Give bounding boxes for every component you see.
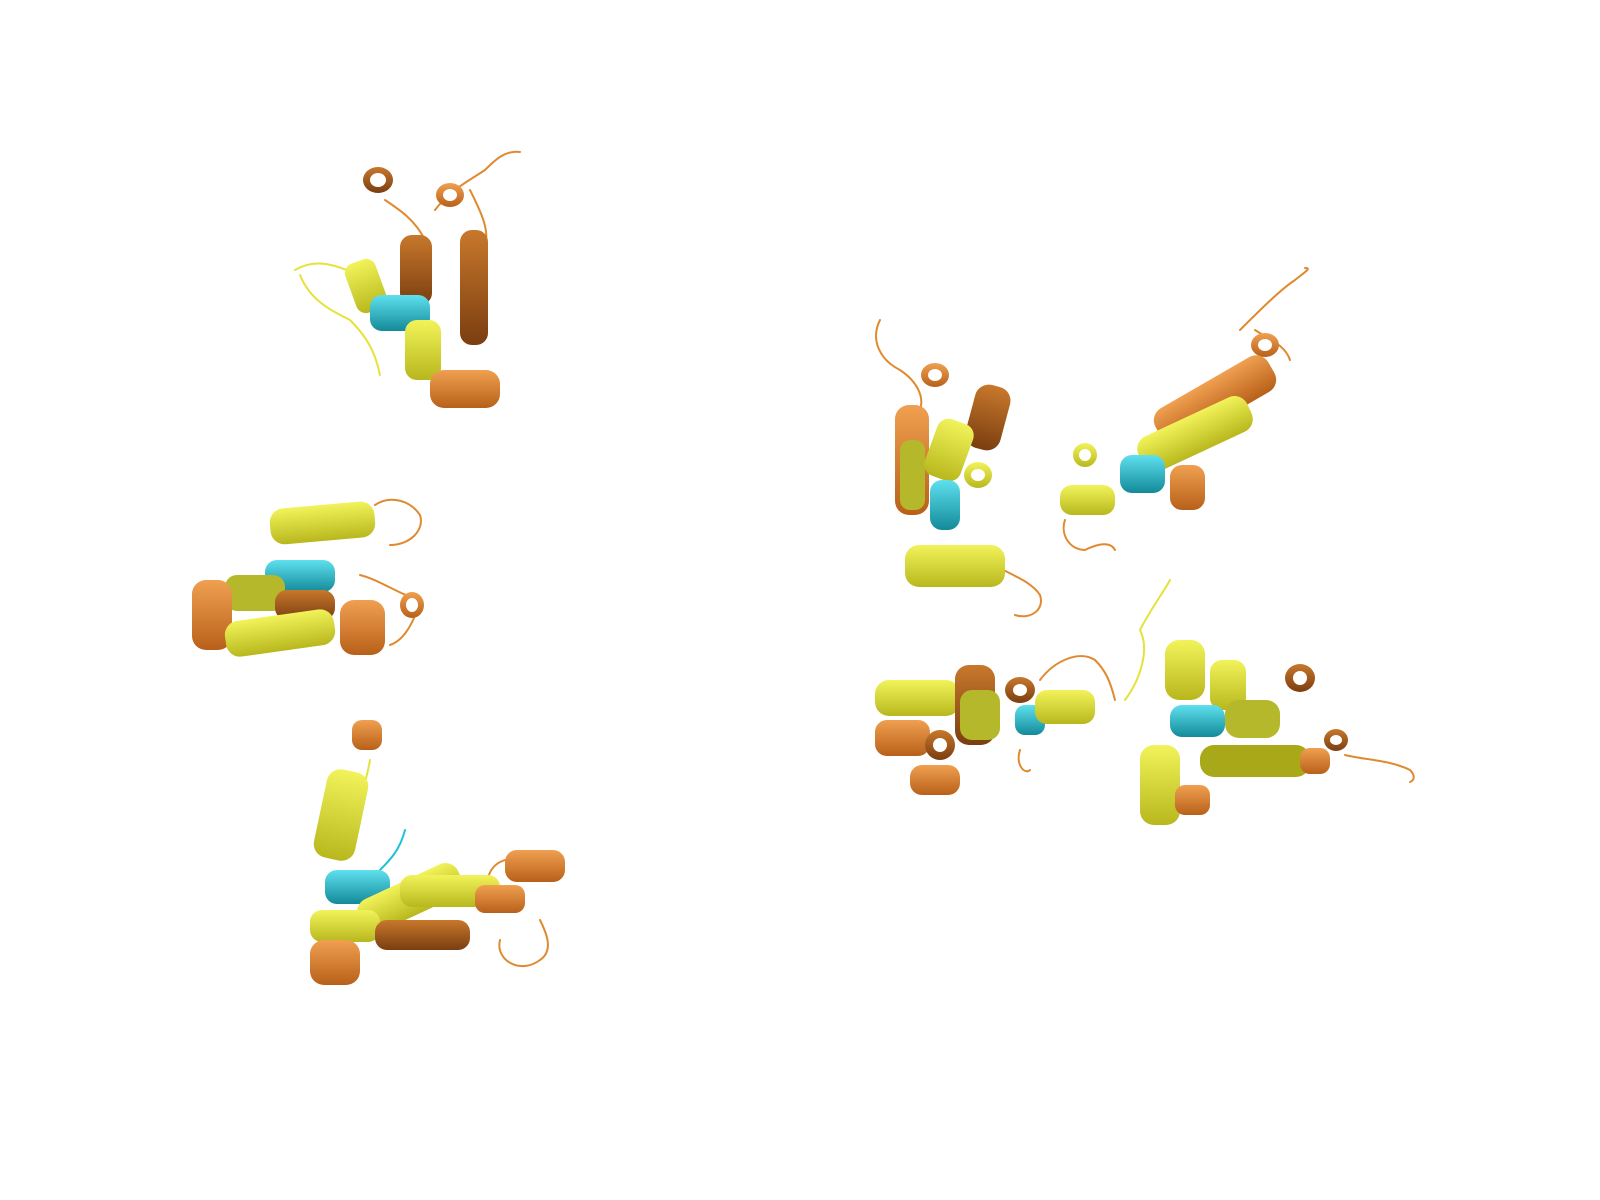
helix-yellow-2 [405, 320, 441, 380]
protein-model-1 [294, 150, 521, 408]
helix-yellow-bottom [224, 609, 336, 657]
protein-model-7 [1124, 579, 1415, 825]
helix-orange-bottomleft [310, 940, 360, 985]
helix-orange-small [400, 592, 424, 618]
helix-yellow-right [1210, 660, 1246, 710]
helix-brown-ring [1005, 677, 1035, 703]
helix-yellow-left [875, 680, 960, 716]
helix-yellow-ring [964, 462, 992, 488]
helix-yellow-left-ring [1073, 443, 1097, 467]
loop [1124, 579, 1171, 701]
helix-orange-top [921, 363, 949, 387]
helix-yellow-lower [310, 910, 380, 942]
helix-brown [400, 235, 432, 305]
protein-model-2 [192, 498, 424, 657]
loop [875, 319, 923, 411]
helix-yellow-upper [313, 769, 369, 861]
helix-olive [225, 575, 285, 611]
helix-orange-2 [436, 183, 464, 207]
helix-orange-top [352, 720, 382, 750]
loop [1017, 749, 1031, 773]
helix-yellow-right [1035, 690, 1095, 724]
helix-olive-ring [1225, 700, 1280, 738]
helix-olive-horiz [1200, 745, 1310, 777]
helix-brown-small-ring [1324, 729, 1348, 751]
helix-orange-vertical [460, 230, 488, 345]
helix-yellow-bottom [905, 545, 1005, 587]
helix-orange-bottom [430, 370, 500, 408]
helix-orange-right [505, 850, 565, 882]
helix-yellow-top [269, 501, 376, 545]
helix-orange-right [1170, 465, 1205, 510]
protein-model-4 [875, 319, 1042, 618]
helix-brown-ring-lower [925, 730, 955, 760]
helix-orange-right [340, 600, 385, 655]
helix-yellow-top [1165, 640, 1205, 700]
helix-orange-ring [1285, 664, 1315, 692]
helix-orange-right [965, 384, 1011, 451]
helix-orange-1 [363, 167, 393, 193]
protein-model-3 [310, 720, 565, 985]
helix-cyan [1120, 455, 1165, 493]
helix-orange-left [192, 580, 232, 650]
helix-cyan [930, 480, 960, 530]
helix-orange-horiz [475, 885, 525, 913]
helix-brown-lower [375, 920, 470, 950]
helix-olive-left [900, 440, 925, 510]
loop [379, 829, 406, 871]
helix-yellow-diag [1137, 396, 1253, 472]
loop [1344, 754, 1415, 783]
helix-yellow-left [1060, 485, 1115, 515]
protein-model-5 [1060, 267, 1309, 551]
protein-model-6 [875, 655, 1116, 795]
helix-orange-top [1251, 333, 1279, 357]
loop [374, 498, 422, 546]
loop [1039, 655, 1116, 701]
helix-yellow-lower [1140, 745, 1180, 825]
helix-yellow-mid [924, 418, 974, 482]
helix-cyan [1170, 705, 1225, 737]
helix-orange-left [875, 720, 930, 756]
helix-orange-bottom [910, 765, 960, 795]
helix-orange-lower [1175, 785, 1210, 815]
loop [1062, 519, 1116, 551]
helix-olive [960, 690, 1000, 740]
helix-orange-horiz [1300, 748, 1330, 774]
